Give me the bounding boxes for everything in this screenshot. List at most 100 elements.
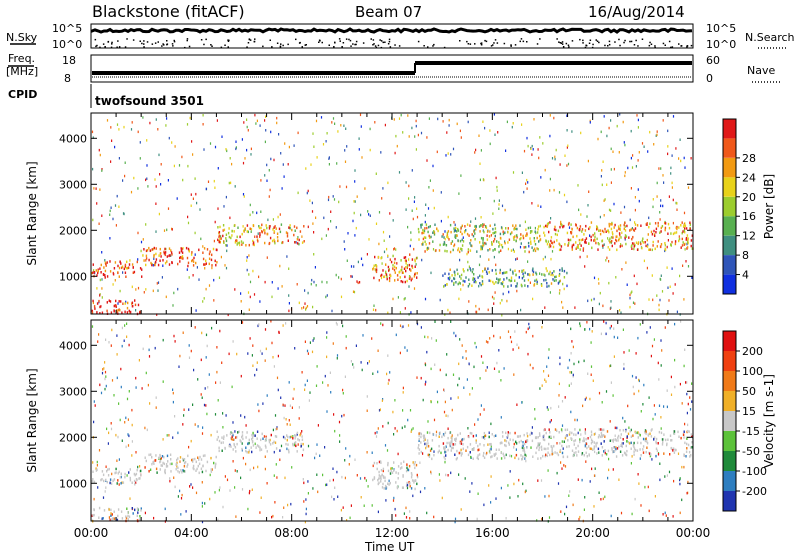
- echo-speck: [249, 213, 251, 217]
- echo-cell: [393, 268, 396, 272]
- echo-speck: [202, 300, 204, 303]
- echo-speck: [580, 433, 582, 436]
- echo-cell: [273, 230, 276, 233]
- echo-cell: [138, 518, 141, 521]
- echo-cell: [649, 454, 652, 458]
- echo-cell: [537, 436, 539, 439]
- echo-speck: [317, 490, 319, 494]
- echo-speck: [359, 281, 361, 284]
- echo-cell: [462, 447, 464, 451]
- echo-speck: [187, 215, 189, 219]
- echo-cell: [658, 430, 661, 434]
- echo-speck: [206, 344, 208, 348]
- echo-cell: [683, 243, 685, 246]
- echo-speck: [410, 231, 412, 234]
- echo-speck: [288, 294, 290, 297]
- echo-cell: [246, 224, 249, 227]
- echo-speck: [122, 212, 125, 215]
- echo-speck: [453, 331, 455, 335]
- echo-speck: [608, 260, 610, 263]
- echo-cell: [232, 434, 234, 437]
- echo-cell: [521, 458, 523, 461]
- echo-speck: [454, 223, 456, 227]
- echo-cell: [428, 225, 430, 229]
- echo-cell: [169, 462, 171, 466]
- echo-speck: [637, 118, 639, 122]
- echo-speck: [671, 181, 673, 185]
- echo-speck: [305, 512, 307, 516]
- echo-speck: [320, 116, 323, 119]
- echo-cell: [449, 223, 452, 227]
- echo-cell: [485, 225, 487, 228]
- echo-speck: [248, 273, 250, 276]
- echo-speck: [674, 283, 676, 286]
- echo-speck: [564, 465, 567, 468]
- echo-speck: [256, 368, 258, 371]
- echo-cell: [164, 247, 166, 251]
- echo-speck: [496, 185, 498, 189]
- echo-cell: [625, 242, 627, 246]
- echo-cell: [222, 441, 224, 444]
- echo-speck: [616, 426, 618, 430]
- echo-cell: [664, 222, 667, 225]
- echo-speck: [201, 331, 203, 335]
- echo-speck: [342, 388, 344, 392]
- echo-cell: [542, 437, 545, 441]
- echo-speck: [424, 214, 426, 217]
- echo-speck: [91, 325, 94, 328]
- echo-speck: [224, 264, 226, 267]
- echo-speck: [276, 121, 278, 125]
- echo-speck: [624, 143, 626, 147]
- echo-cell: [543, 428, 545, 432]
- colorbar-tick: 28: [742, 152, 756, 165]
- echo-speck: [283, 175, 285, 178]
- echo-speck: [602, 304, 604, 308]
- echo-cell: [691, 435, 693, 438]
- echo-cell: [583, 437, 585, 440]
- echo-speck: [186, 268, 188, 271]
- echo-cell: [179, 260, 181, 263]
- yaxis-label: Slant Range [km]: [25, 161, 39, 265]
- echo-cell: [231, 437, 233, 441]
- echo-speck: [529, 281, 531, 284]
- echo-speck: [581, 478, 583, 482]
- echo-cell: [660, 230, 662, 233]
- echo-cell: [529, 231, 532, 234]
- echo-speck: [232, 421, 234, 424]
- echo-speck: [477, 418, 479, 421]
- echo-speck: [454, 520, 456, 524]
- echo-cell: [520, 233, 522, 236]
- echo-cell: [650, 453, 652, 456]
- echo-speck: [168, 136, 170, 140]
- echo-cell: [95, 269, 97, 272]
- echo-cell: [117, 264, 119, 268]
- echo-speck: [539, 136, 541, 139]
- echo-cell: [454, 271, 456, 274]
- echo-cell: [216, 261, 218, 264]
- echo-cell: [382, 467, 385, 471]
- echo-cell: [99, 267, 101, 270]
- echo-cell: [429, 225, 431, 228]
- echo-speck: [326, 281, 328, 284]
- echo-cell: [687, 443, 690, 447]
- echo-cell: [603, 440, 605, 443]
- echo-cell: [244, 227, 246, 230]
- echo-speck: [397, 296, 399, 299]
- echo-speck: [540, 479, 543, 482]
- echo-cell: [469, 451, 471, 454]
- echo-speck: [578, 208, 580, 212]
- echo-speck: [676, 202, 678, 205]
- echo-speck: [249, 489, 251, 493]
- echo-speck: [430, 367, 432, 371]
- echo-cell: [153, 462, 155, 465]
- echo-cell: [493, 453, 495, 456]
- echo-cell: [408, 464, 411, 468]
- echo-speck: [308, 399, 310, 402]
- echo-cell: [459, 239, 462, 243]
- echo-cell: [490, 447, 492, 451]
- echo-cell: [117, 271, 119, 275]
- echo-cell: [104, 276, 106, 279]
- echo-speck: [97, 340, 99, 343]
- echo-cell: [247, 442, 249, 445]
- echo-cell: [472, 278, 474, 281]
